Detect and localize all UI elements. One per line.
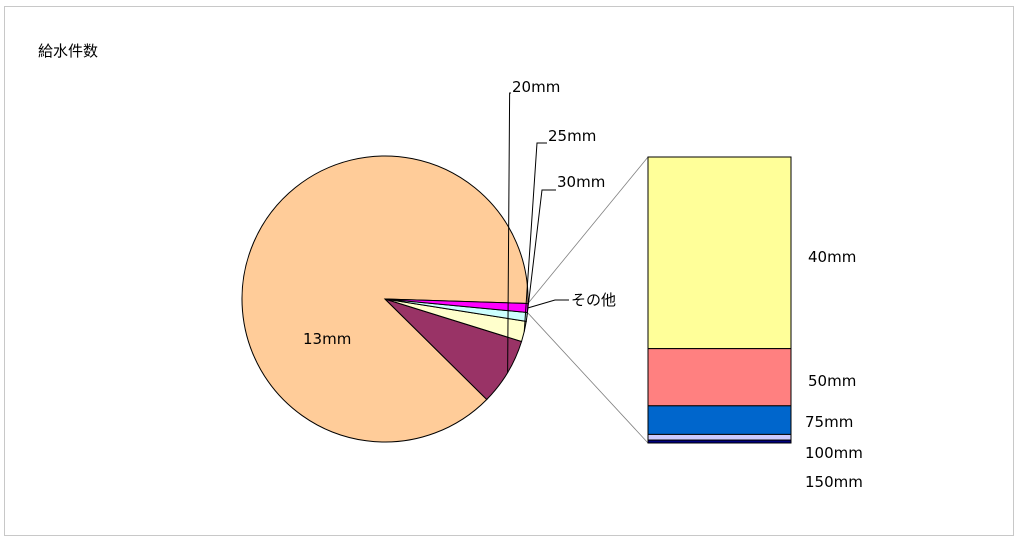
- data-label-30mm: 30mm: [557, 173, 605, 191]
- leader-line-30mm: [526, 189, 556, 317]
- breakdown-bar: [647, 156, 792, 444]
- data-label-20mm: 20mm: [512, 78, 560, 96]
- bar-segment-50mm: [647, 348, 792, 407]
- chart-title: 給水件数: [38, 42, 99, 60]
- connector-line-top: [527, 156, 649, 304]
- data-label-75mm: 75mm: [805, 413, 853, 431]
- leader-line-20mm: [507, 92, 511, 373]
- bar-segment-75mm: [647, 405, 792, 435]
- data-label-40mm: 40mm: [808, 248, 856, 266]
- data-label-other: その他: [571, 291, 616, 309]
- data-label-150mm: 150mm: [805, 473, 863, 491]
- chart-area: [4, 6, 1014, 536]
- bar-segment-100mm: [647, 433, 792, 441]
- leader-line-25mm: [523, 142, 547, 332]
- leader-line-other: [527, 299, 569, 309]
- data-labels: 13mm 20mm 25mm 30mm その他 40mm 50mm 75mm 100mm 150m…: [303, 78, 863, 491]
- bar-segment-150mm: [647, 439, 792, 444]
- breakdown-connectors: [527, 156, 649, 444]
- data-label-100mm: 100mm: [805, 444, 863, 462]
- data-label-50mm: 50mm: [808, 372, 856, 390]
- pie-slices: [241, 155, 529, 443]
- connector-line-bottom: [527, 312, 649, 444]
- data-label-25mm: 25mm: [548, 127, 596, 145]
- bar-segment-40mm: [647, 156, 792, 350]
- data-label-13mm: 13mm: [303, 330, 351, 348]
